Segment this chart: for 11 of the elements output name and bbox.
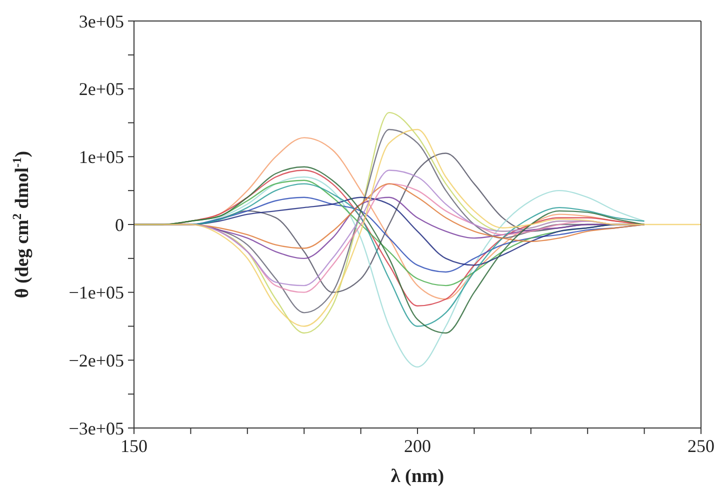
y-tick-label: −1e+05 [68, 282, 124, 303]
y-tick-label: 3e+05 [78, 11, 124, 32]
x-tick-label: 200 [404, 436, 431, 456]
y-tick-label: −3e+05 [68, 418, 124, 438]
y-tick-label: 0 [115, 214, 124, 235]
y-tick-label: 1e+05 [78, 146, 124, 167]
x-tick-label: 250 [688, 436, 714, 456]
y-tick-label: −2e+05 [68, 350, 124, 370]
x-tick-label: 150 [120, 436, 148, 456]
y-tick-label: 2e+05 [78, 79, 124, 100]
x-axis-title: λ (nm) [390, 466, 444, 487]
